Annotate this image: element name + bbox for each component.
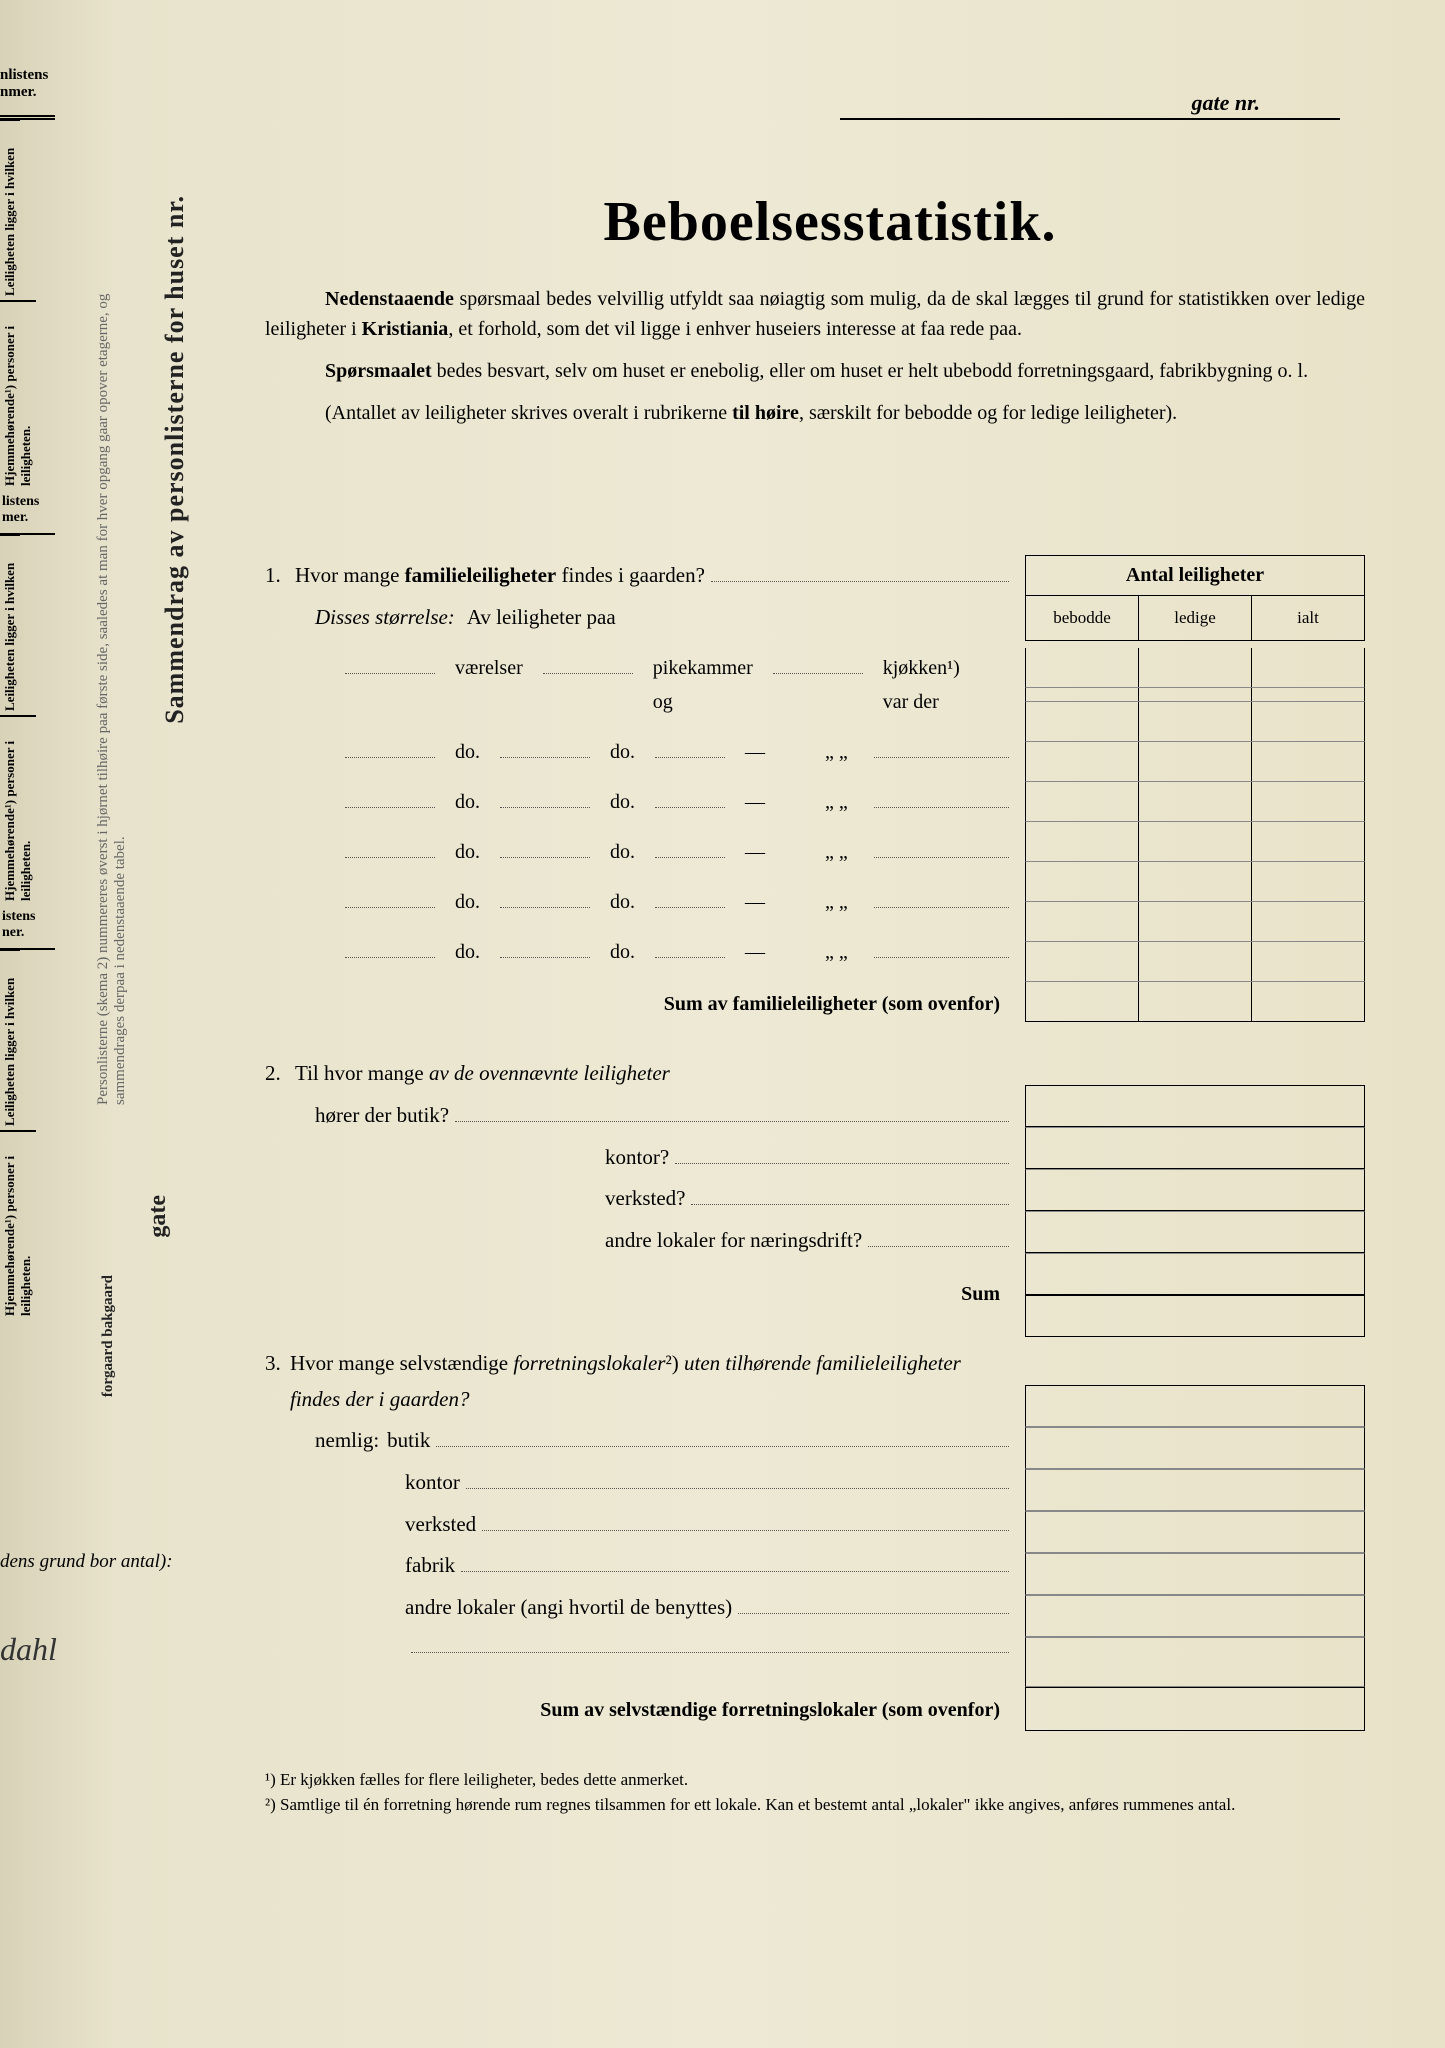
box-hjemme-2: Hjemmehørende¹) personer i leiligheten. xyxy=(0,715,36,905)
col-bebodde: bebodde xyxy=(1026,596,1139,640)
q2-sub3: verksted? xyxy=(605,1181,685,1217)
gate-header-line: gate nr. xyxy=(840,90,1340,120)
q2-text: Til hvor mange av de ovennævnte leilighe… xyxy=(295,1056,670,1092)
q1-size-intro: Av leiligheter paa xyxy=(467,600,616,636)
box-leiligheten-3: Leiligheten ligger i hvilken xyxy=(0,950,20,1130)
gate-word: gate xyxy=(145,1195,172,1238)
table-header-cols: bebodde ledige ialt xyxy=(1025,595,1365,641)
q1-size-label: Disses størrelse: xyxy=(315,600,455,636)
q3-sub2: kontor xyxy=(405,1465,460,1501)
intro-p2: Spørsmaalet bedes besvart, selv om huset… xyxy=(265,356,1395,386)
q2-sub2: kontor? xyxy=(605,1140,669,1176)
sammendrag-note: Personlisterne (skema 2) nummereres øver… xyxy=(95,205,129,1105)
table-header-title: Antal leiligheter xyxy=(1025,555,1365,595)
intro-p3: (Antallet av leiligheter skrives overalt… xyxy=(265,398,1395,428)
q3-sub5: andre lokaler (angi hvortil de benyttes) xyxy=(405,1590,732,1626)
col-ledige: ledige xyxy=(1139,596,1252,640)
footnote-1: ¹) Er kjøkken fælles for flere leilighet… xyxy=(265,1767,1335,1793)
sammendrag-title: Sammendrag av personlisterne for huset n… xyxy=(160,195,190,724)
q3-text: Hvor mange selvstændige forretningslokal… xyxy=(290,1346,1003,1417)
q3-sum: Sum av selvstændige forretningslokaler (… xyxy=(265,1693,1015,1727)
question-1: 1. Hvor mange familieleiligheter findes … xyxy=(265,558,1015,1021)
grund-text: dens grund bor antal): xyxy=(0,1551,173,1573)
forgaard-label: forgaard bakgaard xyxy=(100,1275,117,1397)
q1-table-rows xyxy=(1025,648,1365,1022)
table-header: Antal leiligheter bebodde ledige ialt xyxy=(1025,555,1365,641)
q2-table-rows xyxy=(1025,1085,1365,1337)
q2-sub4: andre lokaler for næringsdrift? xyxy=(605,1223,862,1259)
box-hjemme-1: Hjemmehørende¹) personer i leiligheten. xyxy=(0,300,36,490)
top-label: nlistens nmer. xyxy=(0,67,48,101)
document-title: Beboelsesstatistik. xyxy=(265,190,1395,254)
box-leiligheten-2: Leiligheten ligger i hvilken xyxy=(0,535,20,715)
col-ialt: ialt xyxy=(1252,596,1364,640)
q2-sub1: hører der butik? xyxy=(315,1098,449,1134)
footnotes: ¹) Er kjøkken fælles for flere leilighet… xyxy=(265,1767,1395,1818)
q3-sub3: verksted xyxy=(405,1507,476,1543)
question-3: 3. Hvor mange selvstændige forretningslo… xyxy=(265,1346,1015,1727)
q2-num: 2. xyxy=(265,1056,295,1092)
box-leiligheten-1: Leiligheten ligger i hvilken xyxy=(0,120,20,300)
question-2: 2. Til hvor mange av de ovennævnte leili… xyxy=(265,1056,1015,1310)
footnote-2: ²) Samtlige til én forretning hørende ru… xyxy=(265,1792,1335,1818)
main-content: gate nr. Beboelsesstatistik. Nedenstaaen… xyxy=(265,100,1395,1818)
q2-sum: Sum xyxy=(265,1277,1015,1311)
q3-table-rows xyxy=(1025,1385,1365,1731)
box-listens-1: listens mer. xyxy=(0,490,55,535)
left-margin: nlistens nmer. Sammendrag av personliste… xyxy=(0,75,200,1775)
handwriting-signature: dahl xyxy=(0,1631,57,1668)
intro-p1: Nedenstaaende Nedenstaaende spørsmaal be… xyxy=(265,284,1395,344)
gate-label: gate nr. xyxy=(1192,90,1260,115)
document-page: nlistens nmer. Sammendrag av personliste… xyxy=(0,0,1445,2048)
q1-sum: Sum av familieleiligheter (som ovenfor) xyxy=(265,987,1015,1021)
q3-num: 3. xyxy=(265,1346,290,1382)
q3-sub4: fabrik xyxy=(405,1548,455,1584)
box-hjemme-3: Hjemmehørende¹) personer i leiligheten. xyxy=(0,1130,36,1320)
box-listens-2: istens ner. xyxy=(0,905,55,950)
q3-nemlig: nemlig: xyxy=(315,1423,379,1459)
q1-num: 1. xyxy=(265,558,295,594)
q1-text: Hvor mange familieleiligheter findes i g… xyxy=(295,558,705,594)
